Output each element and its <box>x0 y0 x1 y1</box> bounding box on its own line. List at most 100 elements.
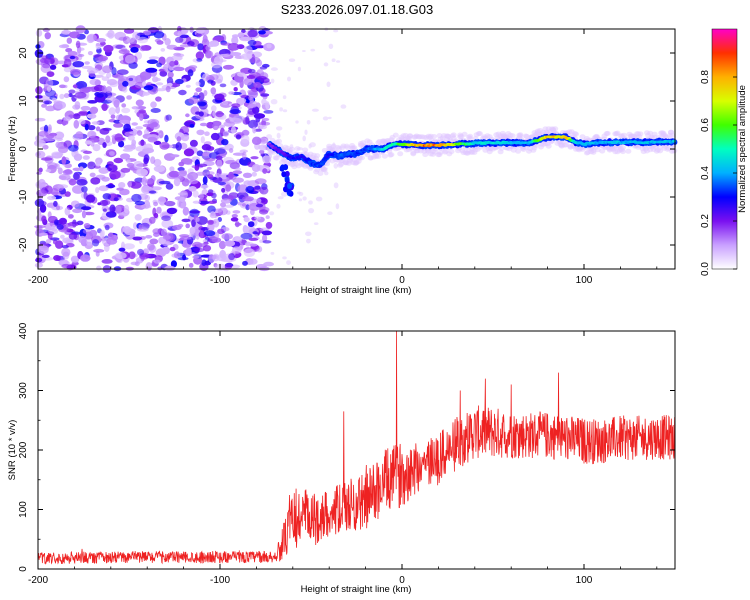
noise-blob <box>54 101 66 110</box>
noise-blob <box>63 58 72 68</box>
noise-blob <box>136 168 149 177</box>
noise-blob <box>38 130 49 137</box>
noise-blob <box>308 200 313 205</box>
noise-blob <box>98 185 109 192</box>
noise-blob <box>140 204 152 209</box>
noise-blob <box>310 48 316 52</box>
noise-blob <box>251 136 262 145</box>
noise-blob <box>45 169 52 173</box>
noise-blob <box>198 200 210 205</box>
noise-blob <box>139 254 152 258</box>
noise-blob <box>340 104 347 109</box>
noise-blob <box>265 221 273 229</box>
noise-blob <box>86 33 97 42</box>
noise-blob <box>121 107 131 114</box>
noise-blob <box>137 248 144 256</box>
noise-blob <box>210 87 217 95</box>
noise-blob <box>302 135 307 142</box>
noise-blob <box>173 251 181 259</box>
noise-blob <box>177 30 182 37</box>
noise-blob <box>164 38 171 46</box>
noise-blob <box>106 72 112 78</box>
noise-blob <box>118 247 126 252</box>
noise-blob <box>254 178 267 185</box>
noise-blob <box>179 196 186 202</box>
noise-blob <box>195 217 200 223</box>
track-halo <box>604 130 611 136</box>
spectrogram-x-ticks: -200 -100 0 100 <box>28 29 658 286</box>
noise-blob <box>249 243 258 247</box>
noise-blob <box>166 44 178 50</box>
noise-blob <box>304 129 308 135</box>
noise-blob <box>68 214 74 219</box>
noise-blob <box>39 58 52 64</box>
noise-blob <box>219 83 227 88</box>
noise-blob <box>132 236 143 241</box>
noise-blob <box>215 110 224 118</box>
noise-blob <box>258 30 266 35</box>
noise-blob <box>74 91 87 99</box>
y-tick-label: 200 <box>18 441 29 458</box>
x-tick-label: -200 <box>28 575 48 586</box>
noise-blob <box>179 234 190 238</box>
noise-blob <box>185 113 190 118</box>
noise-blob <box>80 254 91 262</box>
noise-blob <box>229 52 242 56</box>
noise-blob <box>136 227 149 232</box>
noise-blob <box>46 162 58 169</box>
track-halo <box>314 153 321 159</box>
noise-blob <box>102 193 112 200</box>
x-tick-label: -100 <box>210 275 230 286</box>
noise-blob <box>38 245 49 254</box>
noise-blob <box>199 122 208 127</box>
noise-blob <box>55 240 64 249</box>
noise-blob <box>195 87 202 93</box>
noise-blob <box>286 260 291 265</box>
noise-blob <box>207 222 215 232</box>
noise-blob <box>113 119 122 124</box>
noise-blob <box>73 153 83 161</box>
snr-y-ticks: 400 300 200 100 0 <box>18 322 675 572</box>
noise-blob <box>123 204 130 214</box>
noise-blob <box>204 158 216 162</box>
noise-blob <box>234 221 240 228</box>
noise-blob <box>149 216 156 224</box>
noise-blob <box>202 245 212 252</box>
track-halo <box>448 149 455 155</box>
spectrogram-y-ticks: 20 10 0 -10 -20 <box>18 47 675 252</box>
x-tick-label: -200 <box>28 275 48 286</box>
noise-blob <box>279 107 283 112</box>
noise-blob <box>84 140 92 145</box>
noise-blob <box>235 167 242 171</box>
branch-blob <box>286 188 292 195</box>
track-halo <box>625 148 632 154</box>
noise-blob <box>262 240 272 244</box>
noise-blob <box>143 157 149 165</box>
x-tick-label: 0 <box>399 575 405 586</box>
noise-blob <box>262 168 268 174</box>
noise-blob <box>231 103 241 108</box>
noise-blob <box>247 89 258 95</box>
noise-blob <box>87 100 98 104</box>
noise-blob <box>265 215 270 220</box>
noise-blob <box>207 200 217 204</box>
noise-blob <box>164 200 176 207</box>
noise-blob <box>87 161 96 170</box>
noise-blob <box>196 58 203 62</box>
noise-blob <box>140 75 147 83</box>
noise-blob <box>68 144 79 152</box>
spectrogram-signal-track <box>266 126 678 197</box>
track-halo <box>445 133 452 139</box>
noise-blob <box>181 178 190 187</box>
track-core <box>325 155 330 158</box>
noise-blob <box>173 66 185 72</box>
noise-blob <box>232 115 245 122</box>
noise-blob <box>288 58 296 62</box>
noise-blob <box>155 96 162 102</box>
noise-blob <box>58 44 70 49</box>
noise-blob <box>210 132 220 141</box>
noise-blob <box>70 255 80 263</box>
track-halo <box>344 145 351 151</box>
noise-blob <box>150 156 156 165</box>
noise-blob <box>82 229 91 234</box>
